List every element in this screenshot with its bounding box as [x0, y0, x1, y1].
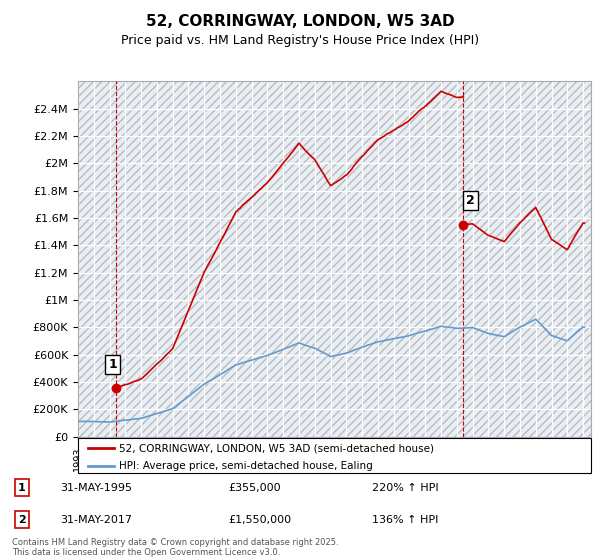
Text: 52, CORRINGWAY, LONDON, W5 3AD (semi-detached house): 52, CORRINGWAY, LONDON, W5 3AD (semi-det…	[119, 443, 434, 453]
Text: Price paid vs. HM Land Registry's House Price Index (HPI): Price paid vs. HM Land Registry's House …	[121, 34, 479, 46]
Text: 31-MAY-2017: 31-MAY-2017	[60, 515, 132, 525]
Text: 31-MAY-1995: 31-MAY-1995	[60, 483, 132, 493]
Text: 136% ↑ HPI: 136% ↑ HPI	[372, 515, 439, 525]
Text: 52, CORRINGWAY, LONDON, W5 3AD: 52, CORRINGWAY, LONDON, W5 3AD	[146, 14, 454, 29]
Text: 220% ↑ HPI: 220% ↑ HPI	[372, 483, 439, 493]
Text: Contains HM Land Registry data © Crown copyright and database right 2025.
This d: Contains HM Land Registry data © Crown c…	[12, 538, 338, 557]
Text: £355,000: £355,000	[228, 483, 281, 493]
Text: 1: 1	[18, 483, 26, 493]
Text: 2: 2	[466, 194, 475, 207]
Text: 2: 2	[18, 515, 26, 525]
Text: £1,550,000: £1,550,000	[228, 515, 291, 525]
Text: HPI: Average price, semi-detached house, Ealing: HPI: Average price, semi-detached house,…	[119, 460, 373, 470]
Text: 1: 1	[109, 358, 117, 371]
